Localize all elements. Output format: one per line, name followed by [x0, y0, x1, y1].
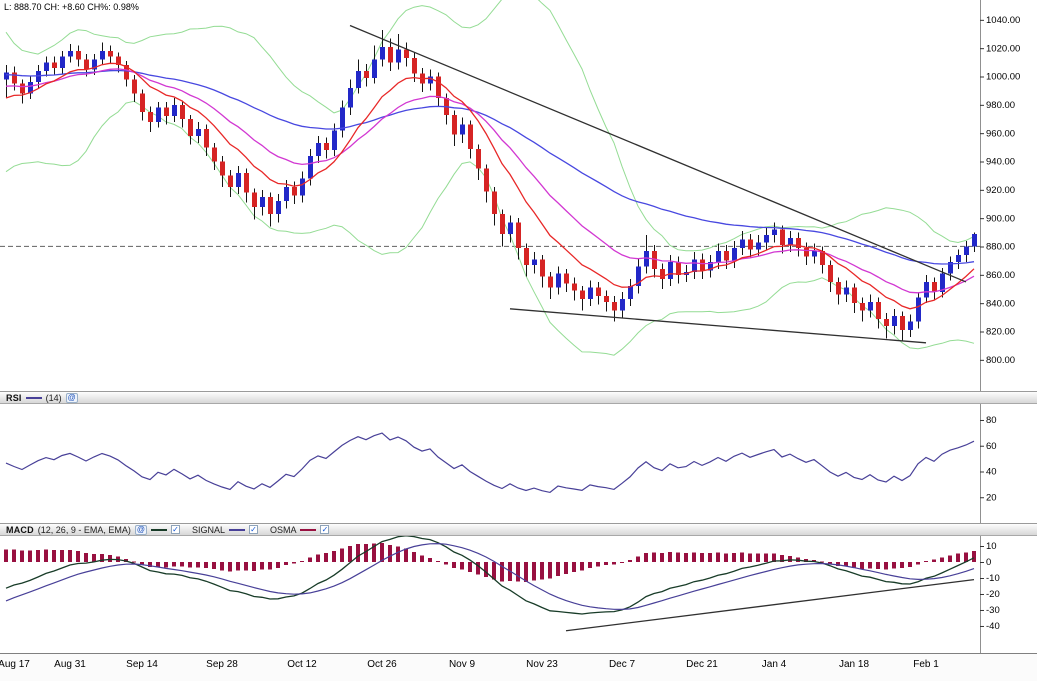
svg-text:20: 20	[986, 492, 997, 503]
svg-text:860.00: 860.00	[986, 270, 1015, 281]
svg-text:960.00: 960.00	[986, 128, 1015, 139]
svg-text:10: 10	[986, 541, 997, 552]
rsi-params: (14)	[45, 392, 62, 403]
macd-panel: 10 0 -10 -20 -30 -40	[0, 536, 1037, 653]
svg-text:60: 60	[986, 441, 997, 452]
osma-legend-label: OSMA	[269, 524, 297, 535]
time-axis-label: Dec 21	[686, 659, 718, 670]
svg-text:980.00: 980.00	[986, 100, 1015, 111]
macd-chart-canvas[interactable]: 10 0 -10 -20 -30 -40	[0, 536, 1037, 653]
svg-text:-40: -40	[986, 621, 1000, 632]
price-chart-canvas[interactable]: 1040.00 1020.00 1000.00 980.00 960.00 940.00 9…	[0, 0, 1037, 391]
signal-line-swatch	[228, 528, 245, 531]
svg-text:880.00: 880.00	[986, 242, 1015, 253]
svg-text:820.00: 820.00	[986, 327, 1015, 338]
macd-panel-header: MACD (12, 26, 9 - EMA, EMA) @ ✓ SIGNAL ✓…	[0, 523, 1037, 536]
price-trendline-1[interactable]	[349, 24, 967, 283]
rsi-chart-canvas[interactable]: 80 60 40 20	[0, 404, 1037, 523]
bollinger-lower-band	[5, 100, 975, 356]
ema-fast-line	[5, 62, 975, 310]
time-axis-label: Oct 12	[287, 659, 317, 670]
ema-mid-line	[5, 68, 975, 294]
price-info-line: L: 888.70 CH: +8.60 CH%: 0.98%	[4, 2, 139, 12]
time-axis-label: Aug 31	[54, 659, 86, 670]
svg-text:-30: -30	[986, 605, 1000, 616]
macd-title: MACD	[6, 524, 34, 535]
svg-text:-20: -20	[986, 589, 1000, 600]
osma-visibility-checkbox[interactable]: ✓	[320, 525, 330, 534]
svg-text:900.00: 900.00	[986, 213, 1015, 224]
time-axis-label: Oct 26	[367, 659, 397, 670]
time-axis-label: Sep 28	[206, 659, 238, 670]
macd-params: (12, 26, 9 - EMA, EMA)	[37, 524, 131, 535]
time-axis-label: Jan 18	[838, 659, 870, 670]
time-axis-label: Nov 9	[448, 659, 476, 670]
svg-text:1020.00: 1020.00	[986, 43, 1020, 54]
svg-text:920.00: 920.00	[986, 185, 1015, 196]
time-axis-label: Dec 7	[608, 659, 636, 670]
rsi-line-swatch	[25, 396, 42, 399]
time-axis-label: Feb 1	[913, 659, 939, 670]
osma-swatch	[300, 528, 317, 531]
svg-text:840.00: 840.00	[986, 298, 1015, 309]
signal-line	[5, 542, 975, 611]
svg-text:40: 40	[986, 467, 997, 478]
rsi-axis-labels: 80 60 40 20	[980, 415, 997, 503]
macd-settings-icon[interactable]: @	[134, 524, 147, 535]
svg-text:0: 0	[986, 557, 991, 568]
svg-text:800.00: 800.00	[986, 355, 1015, 366]
time-axis-label: Jan 4	[761, 659, 787, 670]
macd-axis-labels: 10 0 -10 -20 -30 -40	[980, 541, 1000, 632]
time-axis-label: Nov 23	[526, 659, 558, 670]
macd-line	[5, 536, 975, 615]
rsi-title: RSI	[6, 392, 22, 403]
svg-text:-10: -10	[986, 573, 1000, 584]
bollinger-upper-band	[5, 0, 975, 252]
macd-trendline[interactable]	[565, 578, 975, 632]
rsi-line	[5, 432, 975, 494]
candles-layer	[4, 29, 977, 342]
svg-text:80: 80	[986, 415, 997, 426]
svg-text:1040.00: 1040.00	[986, 15, 1020, 26]
macd-line-swatch	[150, 528, 167, 531]
ema-slow-line	[5, 69, 975, 265]
time-axis-label: Aug 17	[0, 659, 30, 670]
rsi-settings-icon[interactable]: @	[65, 392, 78, 403]
time-axis: Aug 17 Aug 31 Sep 14 Sep 28 Oct 12 Oct 26 Nov …	[0, 653, 1037, 681]
price-trendline-2[interactable]	[509, 308, 927, 344]
time-axis-label: Sep 14	[126, 659, 158, 670]
svg-text:940.00: 940.00	[986, 157, 1015, 168]
signal-legend-label: SIGNAL	[191, 524, 225, 535]
macd-visibility-checkbox[interactable]: ✓	[170, 525, 180, 534]
rsi-panel-header: RSI (14) @	[0, 391, 1037, 404]
svg-text:1000.00: 1000.00	[986, 72, 1020, 83]
signal-visibility-checkbox[interactable]: ✓	[248, 525, 258, 534]
osma-histogram	[4, 543, 976, 582]
price-panel: 1040.00 1020.00 1000.00 980.00 960.00 940.00 9…	[0, 0, 1037, 391]
price-axis-labels: 1040.00 1020.00 1000.00 980.00 960.00 940.00 9…	[980, 15, 1020, 366]
rsi-panel: 80 60 40 20	[0, 404, 1037, 523]
